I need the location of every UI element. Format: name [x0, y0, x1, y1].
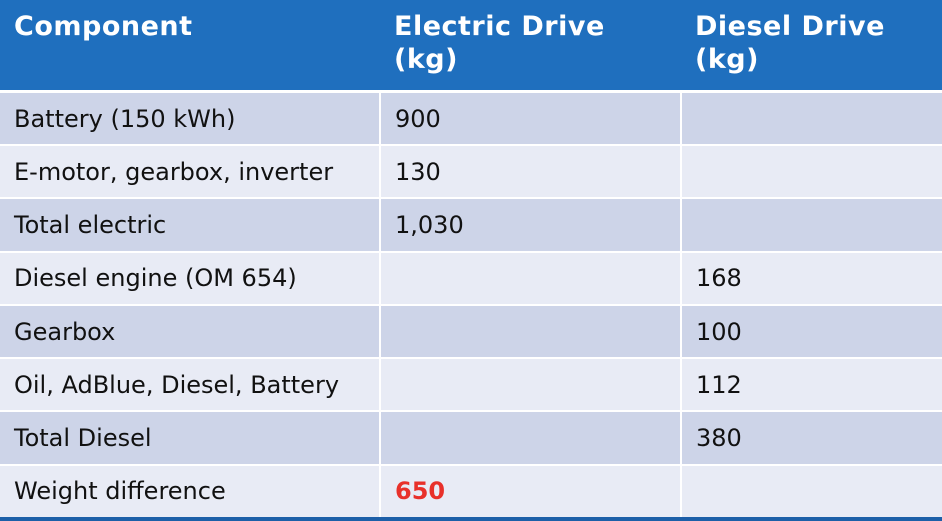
row-label: Total Diesel [0, 411, 381, 466]
header-cell: Diesel Drive (kg) [681, 0, 942, 93]
cell [680, 198, 942, 253]
cell [379, 411, 682, 466]
row-label: Oil, AdBlue, Diesel, Battery [0, 358, 381, 413]
row-label: Gearbox [0, 304, 381, 360]
cell: 380 [680, 411, 942, 466]
table-row: Total Diesel 380 [0, 411, 942, 466]
cell [379, 304, 682, 360]
cell: 100 [680, 304, 942, 360]
row-label: Weight difference [0, 464, 381, 521]
table-body: Battery (150 kWh) 900 E-motor, gearbox, in… [0, 91, 942, 521]
table-row: Gearbox 100 [0, 304, 942, 360]
cell: 650 [379, 464, 682, 521]
cell: 900 [379, 91, 682, 147]
cell [379, 251, 682, 306]
table-row: E-motor, gearbox, inverter 130 [0, 145, 942, 200]
table-row: Total electric 1,030 [0, 198, 942, 253]
cell: 168 [680, 251, 942, 306]
cell [379, 358, 682, 413]
header-cell: Electric Drive (kg) [380, 0, 681, 93]
table-header: Component Electric Drive (kg) Diesel Drive… [0, 0, 942, 93]
cell: 1,030 [379, 198, 682, 253]
header-row: Component Electric Drive (kg) Diesel Drive… [0, 0, 942, 93]
table-row: Diesel engine (OM 654) 168 [0, 251, 942, 306]
table-row: Oil, AdBlue, Diesel, Battery 112 [0, 358, 942, 413]
cell: 112 [680, 358, 942, 413]
cell [680, 145, 942, 200]
cell [680, 464, 942, 521]
row-label: Diesel engine (OM 654) [0, 251, 381, 306]
cell: 130 [379, 145, 682, 200]
row-label: Battery (150 kWh) [0, 91, 381, 147]
row-label: Total electric [0, 198, 381, 253]
table-row: Battery (150 kWh) 900 [0, 91, 942, 147]
header-cell: Component [0, 0, 380, 93]
row-label: E-motor, gearbox, inverter [0, 145, 381, 200]
table-row: Weight difference 650 [0, 464, 942, 521]
cell [680, 91, 942, 147]
